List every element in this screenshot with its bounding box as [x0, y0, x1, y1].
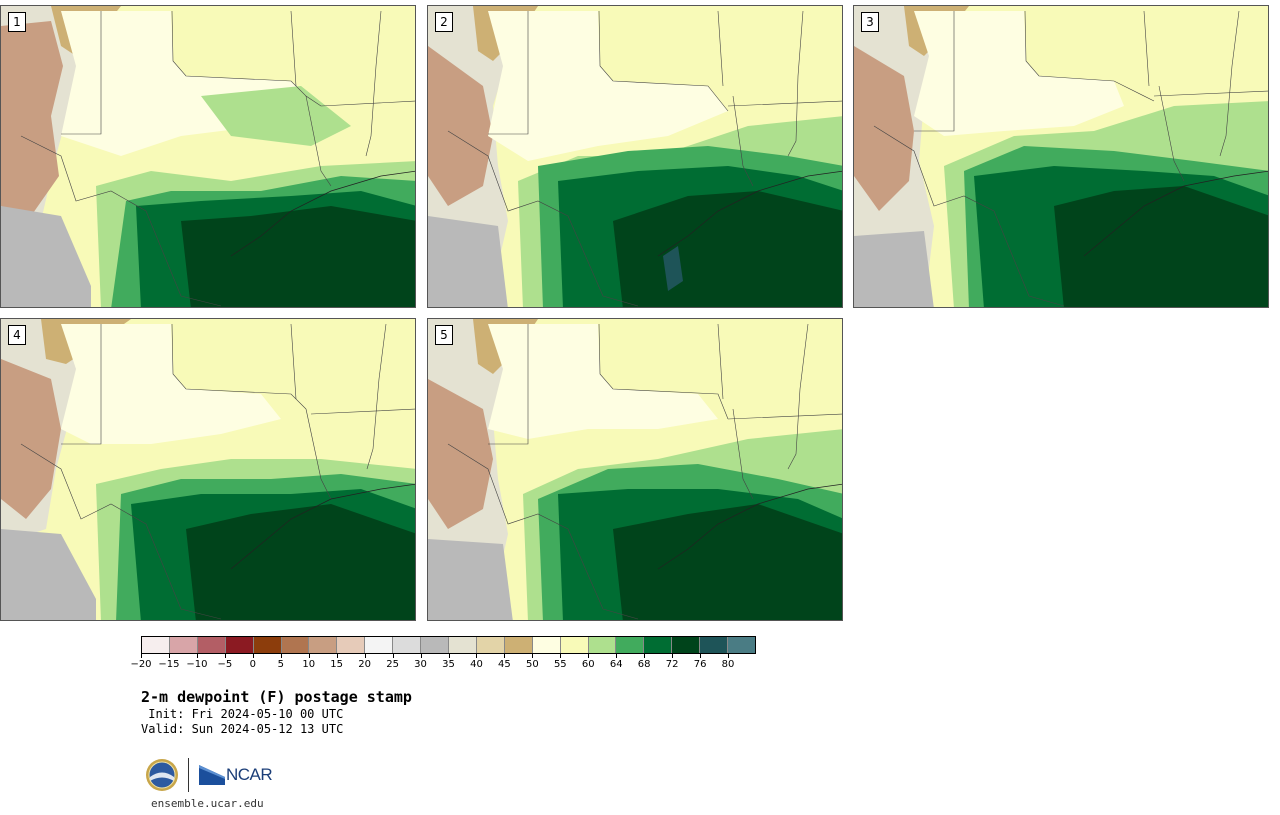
colorbar-cell [253, 637, 282, 653]
colorbar-cell [672, 637, 701, 653]
colorbar-tick-label: 68 [637, 659, 651, 670]
colorbar-cell [281, 637, 310, 653]
colorbar-tick-mark [280, 654, 282, 658]
panel-number-label: 1 [8, 12, 26, 32]
colorbar-tick-mark [420, 654, 422, 658]
colorbar-tick-mark [728, 654, 730, 658]
colorbar-cell [309, 637, 338, 653]
colorbar-tick-label: 10 [302, 659, 316, 670]
colorbar-cell [504, 637, 533, 653]
colorbar-tick-mark [141, 654, 142, 658]
colorbar-cell [644, 637, 673, 653]
colorbar-tick-mark [308, 654, 310, 658]
colorbar-tick-label: −10 [186, 659, 208, 670]
colorbar-tick-mark [644, 654, 646, 658]
colorbar-tick-label: 45 [498, 659, 511, 670]
colorbar-tick-label: 20 [358, 659, 371, 670]
colorbar-cell [169, 637, 198, 653]
map-panel-1: 1 [0, 5, 416, 308]
colorbar-cell [197, 637, 226, 653]
colorbar-cell [700, 637, 729, 653]
colorbar-cell [588, 637, 617, 653]
colorbar-tick-label: 60 [581, 659, 595, 670]
panel-number-label: 5 [435, 325, 453, 345]
dewpoint-map-5 [428, 319, 842, 620]
colorbar-cell [365, 637, 394, 653]
colorbar-cell [728, 637, 755, 653]
map-panel-5: 5 [427, 318, 843, 621]
colorbar-cell [421, 637, 449, 653]
dewpoint-map-4 [1, 319, 415, 620]
colorbar-tick-mark [392, 654, 394, 658]
colorbar-tick-label: −5 [217, 659, 233, 670]
colorbar-tick-label: 50 [525, 659, 539, 670]
dewpoint-map-2 [428, 6, 842, 307]
colorbar-cell [532, 637, 561, 653]
colorbar-tick-label: 15 [330, 659, 344, 670]
colorbar-tick-label: 0 [249, 659, 256, 670]
colorbar-tick-mark [448, 654, 450, 658]
colorbar-cell [560, 637, 589, 653]
colorbar-tick-label: 76 [693, 659, 707, 670]
panel-number-label: 2 [435, 12, 453, 32]
logo-divider [188, 758, 189, 792]
map-panel-3: 3 [853, 5, 1269, 308]
colorbar-tick-label: 25 [386, 659, 399, 670]
colorbar-tick-mark [252, 654, 254, 658]
colorbar-cell [476, 637, 505, 653]
map-panel-4: 4 [0, 318, 416, 621]
colorbar-tick-mark [168, 654, 170, 658]
nsf-logo-icon [146, 759, 178, 791]
map-panel-2: 2 [427, 5, 843, 308]
colorbar-tick-label: 40 [470, 659, 483, 670]
logo-row: NCAR [145, 758, 273, 792]
ncar-mark-icon [199, 765, 225, 785]
colorbar-tick-label: 55 [553, 659, 567, 670]
colorbar-cell [225, 637, 254, 653]
colorbar-cell [448, 637, 477, 653]
colorbar-tick-mark [196, 654, 198, 658]
site-url: ensemble.ucar.edu [151, 797, 264, 810]
colorbar-tick-mark [336, 654, 338, 658]
dewpoint-map-1 [1, 6, 415, 307]
dewpoint-map-3 [854, 6, 1268, 307]
colorbar-cell [393, 637, 422, 653]
ncar-logo: NCAR [199, 765, 273, 785]
colorbar-tick-label: −15 [158, 659, 180, 670]
colorbar-tick-label: 5 [277, 659, 284, 670]
dewpoint-colorbar [141, 636, 756, 654]
ncar-logo-text: NCAR [226, 765, 273, 784]
panel-number-label: 4 [8, 325, 26, 345]
colorbar-tick-mark [532, 654, 534, 658]
chart-title: 2-m dewpoint (F) postage stamp [141, 688, 412, 706]
colorbar-tick-mark [616, 654, 618, 658]
colorbar-tick-mark [224, 654, 226, 658]
colorbar-tick-mark [476, 654, 478, 658]
colorbar-tick-mark [560, 654, 562, 658]
colorbar-tick-mark [504, 654, 506, 658]
colorbar-tick-label: 72 [665, 659, 679, 670]
colorbar-cell [616, 637, 645, 653]
init-time: Init: Fri 2024-05-10 00 UTC [141, 707, 344, 721]
valid-time: Valid: Sun 2024-05-12 13 UTC [141, 722, 344, 736]
colorbar-tick-label: 30 [414, 659, 427, 670]
colorbar-tick-mark [700, 654, 702, 658]
colorbar-cell [142, 637, 170, 653]
colorbar-tick-mark [672, 654, 674, 658]
colorbar-tick-label: 35 [442, 659, 455, 670]
panel-number-label: 3 [861, 12, 879, 32]
colorbar-ticks: −20 −15 −10 −5 0 5 10 15 20 25 30 35 40 45 50 55 60 64 68 7… [130, 654, 756, 674]
colorbar-tick-label: 64 [609, 659, 623, 670]
colorbar-tick-label: −20 [130, 659, 152, 670]
colorbar-tick-label: 80 [721, 659, 735, 670]
colorbar-tick-mark [588, 654, 590, 658]
colorbar-cell [337, 637, 366, 653]
colorbar-tick-mark [364, 654, 366, 658]
